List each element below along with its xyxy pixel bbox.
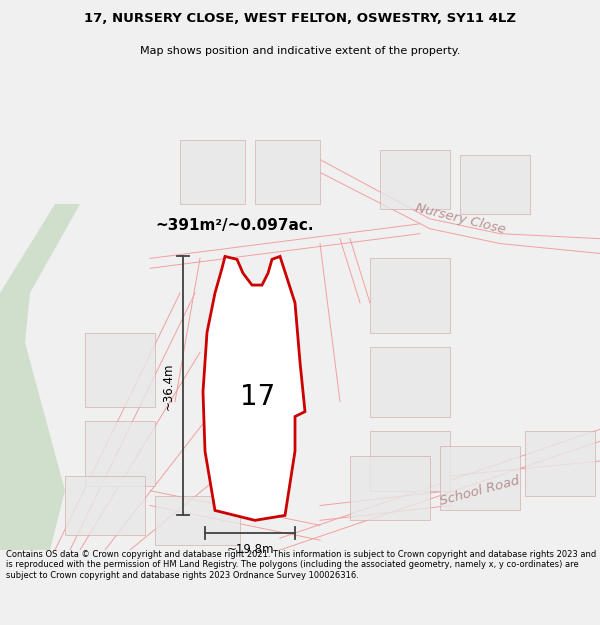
Polygon shape [85,421,155,486]
Polygon shape [440,446,520,511]
Polygon shape [350,456,430,521]
Text: Map shows position and indicative extent of the property.: Map shows position and indicative extent… [140,46,460,56]
Polygon shape [203,256,305,521]
Polygon shape [180,140,245,204]
Text: ~36.4m: ~36.4m [162,362,175,409]
Polygon shape [85,332,155,407]
Text: Contains OS data © Crown copyright and database right 2021. This information is : Contains OS data © Crown copyright and d… [6,550,596,580]
Polygon shape [370,348,450,416]
Polygon shape [0,204,80,550]
Text: Nursery Close: Nursery Close [413,201,506,236]
Text: ~19.8m: ~19.8m [226,543,274,556]
Polygon shape [380,149,450,209]
Polygon shape [370,258,450,332]
Text: 17: 17 [241,382,275,411]
Text: ~391m²/~0.097ac.: ~391m²/~0.097ac. [155,218,314,233]
Polygon shape [65,476,145,535]
Polygon shape [460,154,530,214]
Polygon shape [255,140,320,204]
Text: 17, NURSERY CLOSE, WEST FELTON, OSWESTRY, SY11 4LZ: 17, NURSERY CLOSE, WEST FELTON, OSWESTRY… [84,12,516,25]
Text: School Road: School Road [439,474,521,508]
Polygon shape [370,431,450,491]
Polygon shape [155,496,240,545]
Polygon shape [525,431,595,496]
